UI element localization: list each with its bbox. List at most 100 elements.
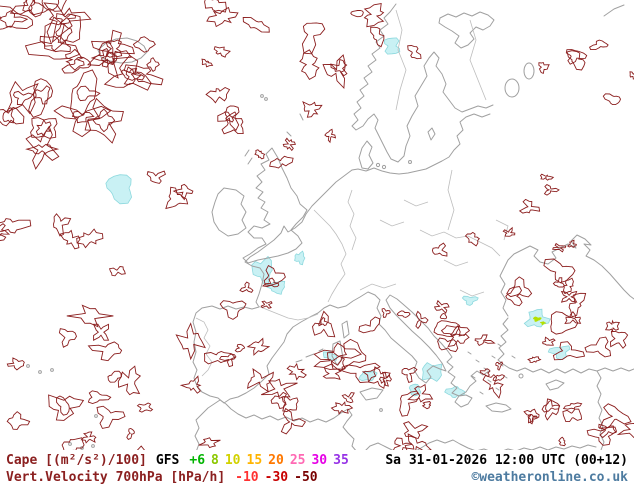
contour-loop <box>474 334 496 346</box>
contour-loop <box>482 374 504 399</box>
contour-loop <box>261 378 298 400</box>
contour-loop <box>9 0 44 18</box>
contour-loop <box>539 173 555 181</box>
contour-loop <box>563 277 574 295</box>
island <box>50 368 54 372</box>
coast-west-europe <box>192 169 376 404</box>
contour-loop <box>464 231 480 247</box>
contour-loop <box>505 286 523 307</box>
legend: Cape [(m²/s²)/100] GFS +6 8 10 15 20 25 30 35 S… <box>0 450 634 490</box>
contour-loop <box>76 228 104 249</box>
contour-loop <box>65 48 85 71</box>
contour-loop <box>566 239 577 248</box>
contour-loop <box>6 411 31 430</box>
contour-loop <box>558 436 566 447</box>
country-borders-layer <box>195 9 509 377</box>
contour-loop <box>146 57 160 73</box>
contour-loop <box>440 325 471 336</box>
coast-italy-balkans <box>374 294 490 397</box>
coast-north-africa-west <box>194 399 358 452</box>
vv-scale: -10 -30 -50 <box>235 469 323 486</box>
island-corsica <box>341 320 350 339</box>
island <box>91 444 95 448</box>
contour-loop <box>447 325 470 347</box>
contour-loop <box>302 101 323 118</box>
contour-loop <box>322 367 343 380</box>
island <box>375 162 381 168</box>
coast-levant <box>596 370 605 451</box>
contour-loop <box>246 337 271 356</box>
border-line <box>359 283 397 291</box>
contour-loop <box>70 69 98 119</box>
contour-loop-inner <box>120 67 138 81</box>
contour-loop <box>552 341 586 361</box>
contour-loop <box>598 423 617 439</box>
island <box>381 164 387 170</box>
cape-green-spot <box>533 316 542 322</box>
contour-loop <box>213 46 231 58</box>
cape-scale: +6 8 10 15 20 25 30 35 <box>189 452 354 469</box>
contour-loop <box>404 433 432 452</box>
contour-loop <box>492 374 505 382</box>
contour-loop <box>542 336 556 346</box>
island <box>408 160 412 164</box>
contour-loop <box>538 61 550 75</box>
contour-loop <box>61 57 92 74</box>
contour-loop <box>24 16 80 60</box>
islands-aegean <box>467 343 516 395</box>
border-line <box>447 169 455 231</box>
scale-value: 25 <box>289 453 306 468</box>
contour-loop <box>421 401 432 410</box>
contour-loop-inner <box>41 0 60 11</box>
contour-loop <box>518 198 541 214</box>
contour-loop <box>629 71 634 80</box>
contour-loop <box>544 398 560 421</box>
contour-loop <box>363 3 385 28</box>
contour-loop <box>59 229 81 250</box>
velocity-shading-patch <box>547 345 571 361</box>
contour-loop <box>341 362 381 383</box>
islands-north-uk <box>244 113 304 165</box>
contour-loop <box>132 36 156 53</box>
map-area <box>0 0 634 452</box>
contour-loop <box>415 310 429 330</box>
contour-loop <box>401 366 418 383</box>
scale-value: 30 <box>311 453 328 468</box>
contour-loop <box>358 316 381 334</box>
contour-loop <box>299 49 320 81</box>
contour-loop <box>407 45 422 60</box>
contour-loop <box>0 5 34 30</box>
contour-loop <box>566 50 586 71</box>
legend-row-vv: Vert.Velocity 700hPa [hPa/h] -10 -30 -50 ©… <box>6 469 628 486</box>
contour-loop <box>172 183 194 201</box>
island-cyprus <box>545 379 565 391</box>
contour-loop <box>80 431 97 444</box>
contour-loop <box>378 371 392 387</box>
contour-loop <box>616 422 634 438</box>
vv-label: Vert.Velocity 700hPa [hPa/h] <box>6 470 226 485</box>
border-line <box>313 209 347 303</box>
timestamp: Sa 31-01-2026 12:00 UTC (00+12) <box>385 453 628 468</box>
contour-loop <box>123 64 164 86</box>
contour-loop <box>0 223 11 237</box>
island <box>94 414 98 418</box>
contour-loop <box>87 40 133 79</box>
contour-loop <box>123 66 146 86</box>
contour-loop <box>221 114 244 135</box>
legend-row-cape: Cape [(m²/s²)/100] GFS +6 8 10 15 20 25 30 35 S… <box>6 452 628 469</box>
contour-loop <box>48 394 85 421</box>
island <box>38 370 42 374</box>
contour-loop <box>568 292 587 318</box>
contour-loop <box>254 149 266 160</box>
contour-loop <box>589 39 609 51</box>
scale-value: 20 <box>268 453 284 468</box>
contour-loop <box>330 59 348 77</box>
contour-loop <box>433 320 460 338</box>
island-sicily <box>359 387 384 401</box>
contour-loop <box>479 368 491 378</box>
contour-loop <box>281 396 299 413</box>
contour-loop <box>552 277 565 288</box>
coast-denmark <box>358 140 374 170</box>
contour-loop <box>407 383 434 403</box>
